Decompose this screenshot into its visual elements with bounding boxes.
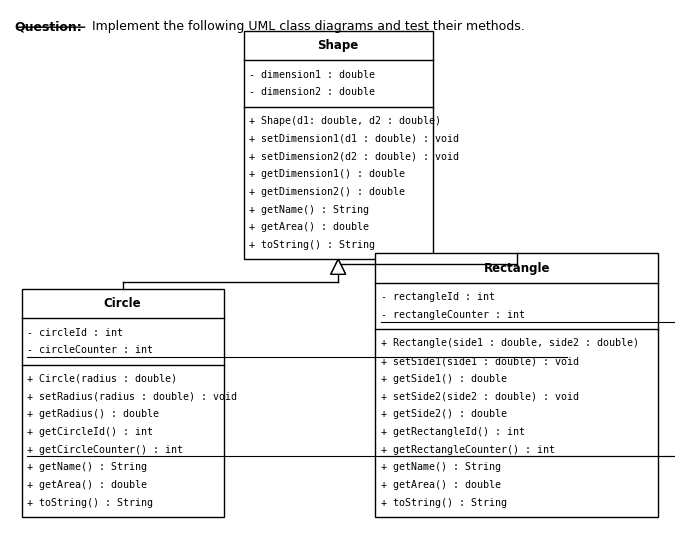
Text: + toString() : String: + toString() : String xyxy=(27,498,153,508)
Text: + setRadius(radius : double) : void: + setRadius(radius : double) : void xyxy=(27,392,237,402)
Text: + getRectangleId() : int: + getRectangleId() : int xyxy=(380,427,525,437)
Text: + getCircleId() : int: + getCircleId() : int xyxy=(27,427,153,437)
Polygon shape xyxy=(331,259,346,274)
Text: + toString() : String: + toString() : String xyxy=(249,240,376,250)
Text: + getArea() : double: + getArea() : double xyxy=(27,480,147,490)
Text: + toString() : String: + toString() : String xyxy=(380,498,507,508)
Text: + setSide1(side1 : double) : void: + setSide1(side1 : double) : void xyxy=(380,356,579,366)
Text: Shape: Shape xyxy=(318,39,359,52)
Text: + getName() : String: + getName() : String xyxy=(380,462,500,472)
Text: + getDimension2() : double: + getDimension2() : double xyxy=(249,187,406,197)
Text: + getRadius() : double: + getRadius() : double xyxy=(27,409,159,419)
Text: - circleCounter : int: - circleCounter : int xyxy=(27,345,153,355)
Text: - circleId : int: - circleId : int xyxy=(27,328,123,338)
Text: + getCircleCounter() : int: + getCircleCounter() : int xyxy=(27,445,183,455)
Text: + setSide2(side2 : double) : void: + setSide2(side2 : double) : void xyxy=(380,392,579,402)
Text: - rectangleCounter : int: - rectangleCounter : int xyxy=(380,310,525,320)
Text: + getArea() : double: + getArea() : double xyxy=(380,480,500,490)
Bar xyxy=(376,253,658,517)
Bar xyxy=(244,31,433,259)
Text: + getArea() : double: + getArea() : double xyxy=(249,222,369,232)
Text: Rectangle: Rectangle xyxy=(484,261,550,275)
Text: + Circle(radius : double): + Circle(radius : double) xyxy=(27,374,177,384)
Text: - rectangleId : int: - rectangleId : int xyxy=(380,292,495,302)
Text: + Rectangle(side1 : double, side2 : double): + Rectangle(side1 : double, side2 : doub… xyxy=(380,339,639,348)
Text: - dimension1 : double: - dimension1 : double xyxy=(249,70,376,80)
Text: + getName() : String: + getName() : String xyxy=(27,462,147,472)
Text: + Shape(d1: double, d2 : double): + Shape(d1: double, d2 : double) xyxy=(249,116,441,126)
Text: + getName() : String: + getName() : String xyxy=(249,205,369,214)
Text: + getDimension1() : double: + getDimension1() : double xyxy=(249,169,406,179)
Text: - dimension2 : double: - dimension2 : double xyxy=(249,87,376,97)
Text: + setDimension1(d1 : double) : void: + setDimension1(d1 : double) : void xyxy=(249,133,459,144)
Text: Circle: Circle xyxy=(104,297,142,310)
Text: + getRectangleCounter() : int: + getRectangleCounter() : int xyxy=(380,445,555,455)
Polygon shape xyxy=(331,259,346,274)
Text: + getSide1() : double: + getSide1() : double xyxy=(380,374,507,384)
Bar xyxy=(22,289,223,517)
Text: Question:: Question: xyxy=(15,20,82,33)
Text: + getSide2() : double: + getSide2() : double xyxy=(380,409,507,419)
Text: Implement the following UML class diagrams and test their methods.: Implement the following UML class diagra… xyxy=(88,20,524,33)
Text: + setDimension2(d2 : double) : void: + setDimension2(d2 : double) : void xyxy=(249,151,459,161)
